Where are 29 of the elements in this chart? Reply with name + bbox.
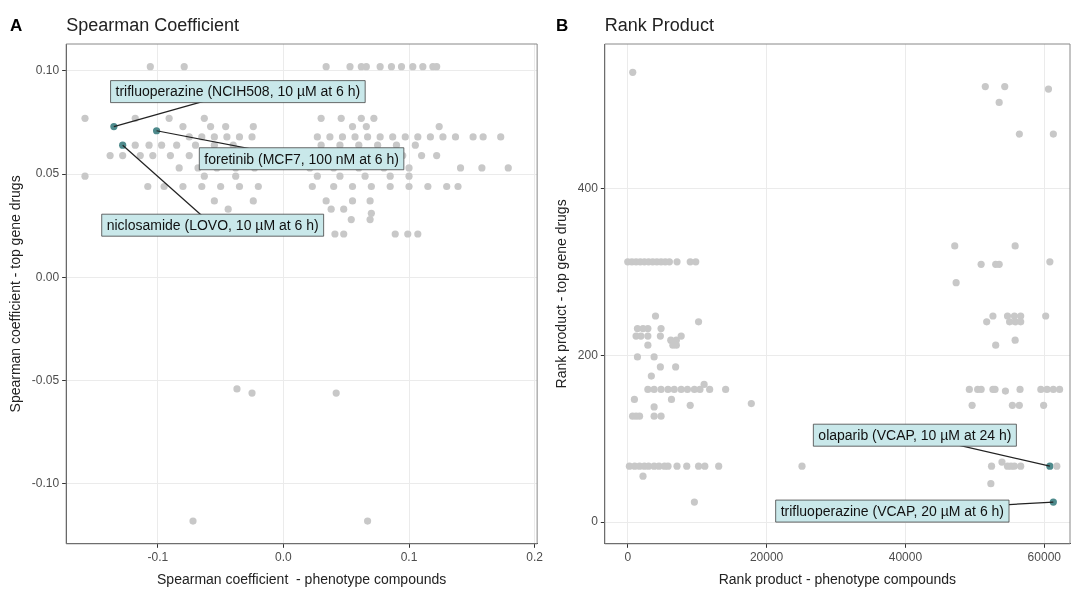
annotation: olaparib (VCAP, 10 µM at 24 h) [818, 427, 1012, 444]
y-tick-label: 0.05 [35, 166, 60, 181]
y-axis-title: Rank product - top gene drugs [553, 199, 570, 389]
x-tick-label: 0.1 [400, 550, 418, 565]
x-tick-label: 0 [624, 550, 632, 565]
y-tick-label: 0.00 [35, 269, 60, 284]
y-tick-label: 400 [577, 180, 599, 195]
annotation: trifluoperazine (NCIH508, 10 µM at 6 h) [115, 83, 361, 100]
chart-title: Spearman Coefficient [66, 14, 239, 35]
y-axis-title: Spearman coefficient - top gene drugs [7, 175, 24, 413]
x-tick-label: 40000 [888, 550, 923, 565]
text: B [556, 15, 569, 35]
y-tick-label: 0.10 [35, 63, 60, 78]
x-tick-label: -0.1 [147, 550, 169, 565]
text: A [10, 15, 23, 35]
chart-title: Rank Product [604, 14, 714, 35]
y-tick-label: 200 [577, 347, 599, 362]
x-tick-label: 20000 [749, 550, 784, 565]
x-axis-title: Rank product - phenotype compounds [718, 571, 957, 588]
x-axis-title: Spearman coefficient - phenotype compounds [157, 571, 447, 588]
annotation: niclosamide (LOVO, 10 µM at 6 h) [106, 217, 319, 234]
y-tick-label: 0 [591, 514, 599, 529]
annotation: foretinib (MCF7, 100 nM at 6 h) [204, 150, 399, 167]
y-tick-label: -0.05 [31, 372, 60, 387]
x-tick-label: 0.2 [526, 550, 544, 565]
annotation: trifluoperazine (VCAP, 20 µM at 6 h) [780, 502, 1005, 519]
y-tick-label: -0.10 [31, 476, 60, 491]
x-tick-label: 60000 [1027, 550, 1062, 565]
x-tick-label: 0.0 [275, 550, 293, 565]
